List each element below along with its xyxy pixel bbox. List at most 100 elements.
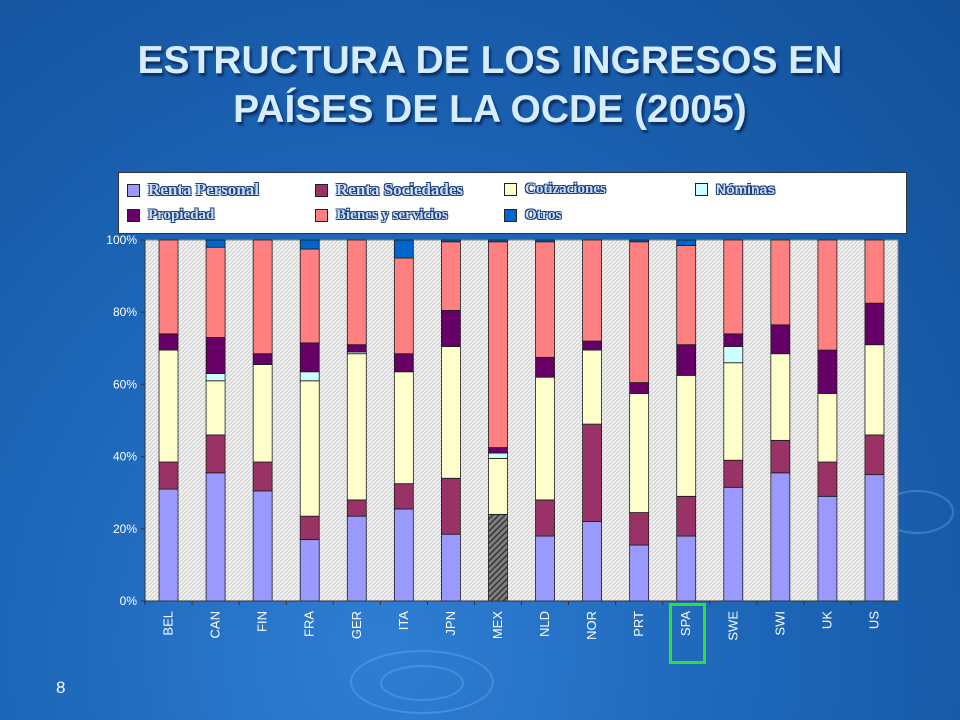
y-tick-label: 20% [113, 522, 137, 536]
legend-label: Nóminas [716, 181, 776, 197]
y-tick-label: 40% [113, 450, 137, 464]
bar-segment-nld-2 [535, 376, 555, 501]
bar-segment-bel-5 [158, 239, 179, 335]
bar-segment-swe-5 [723, 239, 744, 335]
bar-segment-spa-5 [676, 245, 697, 346]
bar-segment-ger-0 [346, 515, 367, 602]
title-line-1: ESTRUCTURA DE LOS INGRESOS EN [137, 39, 843, 82]
x-tick-label: UK [819, 611, 834, 629]
legend-label: Propiedad [148, 207, 215, 223]
bar-segment-can-5 [205, 246, 226, 338]
bar-segment-fra-4 [299, 342, 320, 373]
x-tick-label: CAN [208, 611, 223, 638]
bar-segment-mex-5 [488, 241, 508, 448]
x-tick-label: MEX [490, 611, 505, 640]
bar-segment-bel-2 [158, 349, 179, 463]
x-tick-label: BEL [161, 611, 176, 636]
bar-segment-fin-4 [252, 353, 273, 365]
legend-swatch [315, 209, 328, 222]
bar-segment-fra-3 [299, 371, 320, 382]
legend-label: Cotizaciones [525, 181, 606, 197]
bar-segment-spa-2 [676, 374, 697, 497]
bar-segment-fra-5 [299, 248, 320, 344]
bar-segment-jpn-5 [441, 241, 461, 311]
bar-segment-can-4 [205, 337, 226, 374]
bar-segment-prt-6 [629, 239, 650, 243]
bar-segment-ita-5 [393, 257, 414, 355]
legend-item-renta-personal: Renta Personal [127, 180, 259, 200]
x-tick-label: NOR [584, 611, 599, 640]
bar-segment-us-5 [864, 239, 885, 304]
bar-segment-swe-2 [723, 362, 744, 461]
bar-segment-fra-6 [299, 239, 320, 250]
bar-segment-spa-4 [676, 344, 697, 376]
bar-segment-can-0 [205, 472, 226, 602]
x-tick-label: NLD [537, 611, 552, 637]
bar-segment-jpn-2 [441, 346, 461, 479]
bar-segment-prt-0 [629, 544, 650, 602]
bar-segment-ger-4 [346, 344, 367, 353]
legend-label: Renta Personal [148, 180, 259, 199]
bar-segment-jpn-1 [441, 477, 461, 535]
ripple-decoration [380, 665, 464, 701]
legend-item-propiedad: Propiedad [127, 207, 214, 224]
legend-label: Bienes y servicios [336, 207, 448, 223]
bar-segment-mex-6 [488, 239, 508, 243]
x-tick-label: FRA [302, 611, 317, 637]
bar-segment-bel-0 [158, 488, 179, 602]
bar-segment-swe-0 [723, 486, 744, 602]
bar-segment-us-2 [864, 344, 885, 436]
spa-highlight-box [669, 603, 706, 664]
bar-segment-ita-2 [393, 371, 414, 485]
bar-segment-swe-4 [723, 333, 744, 347]
bar-segment-fin-1 [252, 461, 273, 492]
bar-segment-uk-0 [817, 495, 838, 602]
bar-segment-fra-2 [299, 380, 320, 517]
bar-segment-uk-4 [817, 349, 838, 394]
legend-swatch [127, 209, 140, 222]
bar-segment-nor-0 [582, 521, 602, 602]
bar-segment-ger-5 [346, 239, 367, 346]
y-tick-label: 100% [106, 233, 137, 247]
legend-swatch [127, 183, 140, 197]
bar-segment-mex-2 [488, 458, 508, 515]
bar-segment-can-1 [205, 434, 226, 474]
bar-segment-uk-2 [817, 393, 838, 463]
bar-segment-can-6 [205, 239, 226, 248]
legend-swatch [695, 182, 708, 196]
bar-segment-bel-4 [158, 333, 179, 351]
bar-segment-swi-0 [770, 472, 791, 602]
bar-segment-prt-2 [629, 393, 650, 513]
bar-segment-jpn-0 [441, 533, 461, 602]
x-tick-label: GER [349, 611, 364, 639]
bar-segment-swe-1 [723, 459, 744, 488]
bar-segment-bel-1 [158, 461, 179, 490]
bar-segment-prt-4 [629, 382, 650, 394]
bar-segment-nld-0 [535, 535, 555, 602]
bar-segment-nor-5 [582, 239, 602, 342]
title-line-2: PAÍSES DE LA OCDE (2005) [233, 88, 747, 131]
page-number: 8 [56, 678, 66, 697]
x-tick-label: SWE [725, 611, 740, 641]
ripple-decoration [350, 650, 494, 714]
bar-segment-nld-1 [535, 499, 555, 537]
legend-item-nominas: Nóminas [695, 181, 775, 197]
bar-segment-swi-5 [770, 239, 791, 326]
y-tick-label: 0% [120, 594, 138, 608]
bar-segment-nor-1 [582, 423, 602, 522]
legend-swatch [504, 183, 517, 196]
bar-segment-prt-5 [629, 241, 650, 383]
bar-segment-ger-2 [346, 353, 367, 501]
bar-segment-prt-1 [629, 512, 650, 546]
bar-segment-nor-2 [582, 349, 602, 425]
bar-segment-nor-4 [582, 340, 602, 351]
y-tick-label: 60% [113, 377, 137, 391]
y-tick-label: 80% [113, 305, 137, 319]
bar-segment-ita-1 [393, 483, 414, 510]
bar-segment-fra-1 [299, 515, 320, 541]
bar-segment-mex-4 [488, 447, 508, 454]
bar-segment-ita-4 [393, 353, 414, 373]
x-tick-label: US [866, 611, 881, 629]
bar-segment-fra-0 [299, 539, 320, 602]
